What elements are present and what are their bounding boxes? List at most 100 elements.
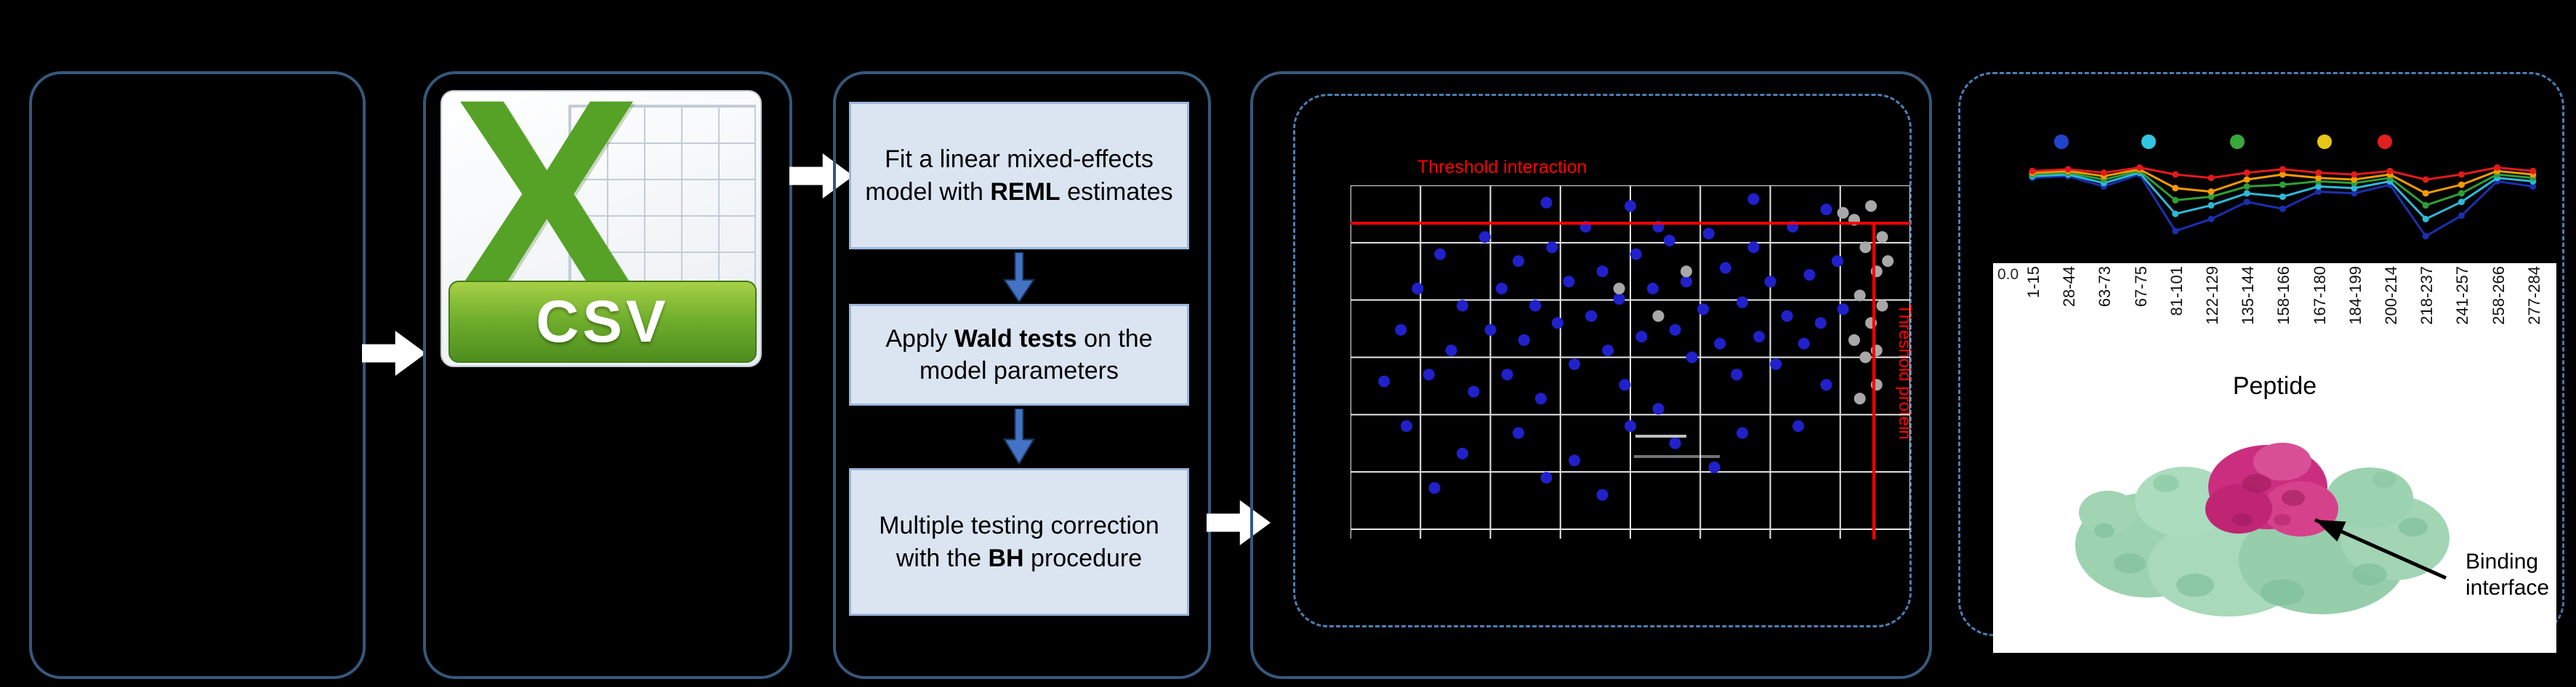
peptide-tick-label: 158-166 <box>2274 266 2293 325</box>
line-point <box>2207 201 2215 209</box>
legend-dot <box>2054 134 2069 149</box>
step-3-bold: BH <box>988 544 1024 572</box>
peptide-tick-label: 28-44 <box>2060 266 2079 308</box>
scatter-point <box>1534 393 1547 405</box>
scatter-point <box>1882 255 1894 268</box>
protein-surface <box>2075 467 2450 616</box>
legend-dot <box>2378 134 2392 149</box>
line-point <box>2458 181 2465 188</box>
peptide-axis-label: Peptide <box>2232 372 2317 400</box>
line-point <box>2243 176 2250 183</box>
line-point <box>2315 188 2322 196</box>
down-arrow-icon-2 <box>1003 409 1035 465</box>
down-arrow-icon-1 <box>1003 252 1035 303</box>
scatter-point <box>1803 269 1816 281</box>
scatter-point <box>1619 379 1631 391</box>
step-2-bold: Wald tests <box>954 324 1077 353</box>
peptide-tick-label: 63-73 <box>2096 266 2114 308</box>
scatter-point <box>1646 282 1659 294</box>
line-point <box>2458 212 2465 220</box>
scatter-point <box>1457 447 1468 459</box>
step-1-pre: Fit a linear mixed-effects model with <box>865 145 1154 206</box>
line-point <box>2207 215 2215 222</box>
scatter-point <box>1513 427 1524 439</box>
y-axis-tick: 0.0 <box>1997 266 2019 283</box>
volcano-panel-dashed-border <box>1293 94 1912 627</box>
scatter-point <box>1412 282 1424 294</box>
line-point <box>2172 185 2179 192</box>
scatter-point <box>1669 437 1681 449</box>
line-point <box>2029 167 2036 174</box>
line-point <box>2351 171 2358 178</box>
scatter-point <box>1569 358 1580 370</box>
scatter-point <box>1563 276 1575 288</box>
scatter-point <box>1681 276 1692 288</box>
step-2-post: on the model parameters <box>919 324 1153 385</box>
line-point <box>2172 210 2179 217</box>
line-point <box>2243 183 2250 190</box>
scatter-point <box>1731 369 1743 381</box>
scatter-point <box>1719 262 1731 274</box>
scatter-point <box>1613 282 1625 294</box>
scatter-point <box>1764 276 1776 288</box>
scatter-point <box>1428 482 1441 494</box>
line-point <box>2386 167 2394 174</box>
scatter-point <box>1814 317 1827 329</box>
input-panel <box>29 71 366 679</box>
scatter-point <box>1378 375 1390 387</box>
pipeline-step-1-text: Fit a linear mixed-effects model with RE… <box>861 143 1177 207</box>
step-1-post: estimates <box>1060 177 1173 206</box>
scatter-point <box>1876 300 1888 312</box>
peptide-tick-label: 135-144 <box>2239 266 2258 325</box>
peptide-line-chart <box>2029 134 2537 240</box>
scatter-point <box>1697 303 1710 316</box>
line-point <box>2422 215 2429 222</box>
scatter-point <box>1625 200 1636 212</box>
line-point <box>2243 190 2250 197</box>
volcano-panel <box>1250 71 1932 679</box>
scatter-point <box>1820 379 1832 391</box>
scatter-point <box>1478 231 1491 243</box>
scatter-point <box>1569 454 1580 467</box>
line-point <box>2458 190 2465 197</box>
csv-panel <box>423 71 792 679</box>
line-point <box>2172 228 2179 235</box>
line-point <box>2458 171 2465 178</box>
csv-banner: CSV <box>448 281 757 363</box>
scatter-point <box>1495 282 1508 294</box>
scatter-point <box>1540 196 1553 209</box>
scatter-point <box>1859 351 1872 363</box>
csv-banner-label: CSV <box>536 288 669 355</box>
pipeline-step-3: Multiple testing correction with the BH … <box>849 468 1189 616</box>
scatter-point <box>1468 385 1480 398</box>
scatter-point <box>1837 206 1849 219</box>
scatter-point <box>1546 241 1558 254</box>
step-3-post: procedure <box>1023 544 1143 572</box>
line-point <box>2172 171 2179 178</box>
scatter-point <box>1753 331 1766 343</box>
peptide-tick-label: 200-214 <box>2382 266 2400 325</box>
line-point <box>2458 198 2465 206</box>
scatter-point <box>1681 265 1692 278</box>
peptide-tick-label: 81-101 <box>2167 266 2186 316</box>
step-2-pre: Apply <box>885 324 954 353</box>
scatter-point <box>1652 310 1665 322</box>
step-3-pre: Multiple testing correction with the <box>879 512 1159 572</box>
line-point <box>2351 176 2358 183</box>
scatter-point <box>1770 358 1782 370</box>
peptide-tick-label: 258-266 <box>2489 266 2508 325</box>
scatter-point <box>1635 331 1648 343</box>
scatter-point <box>1853 393 1866 405</box>
scatter-point <box>1395 324 1407 336</box>
scatter-point <box>1669 324 1681 336</box>
scatter-point <box>1792 420 1804 433</box>
scatter-point <box>1663 234 1675 246</box>
step-1-bold: REML <box>990 177 1060 206</box>
pipeline-step-2-text: Apply Wald tests on the model parameters <box>861 323 1177 387</box>
peptide-tick-label: 1-15 <box>2024 266 2042 299</box>
scatter-point <box>1540 472 1553 484</box>
plot-annotation-mark <box>1634 455 1720 458</box>
scatter-point <box>1708 461 1720 473</box>
line-point <box>2351 190 2358 197</box>
